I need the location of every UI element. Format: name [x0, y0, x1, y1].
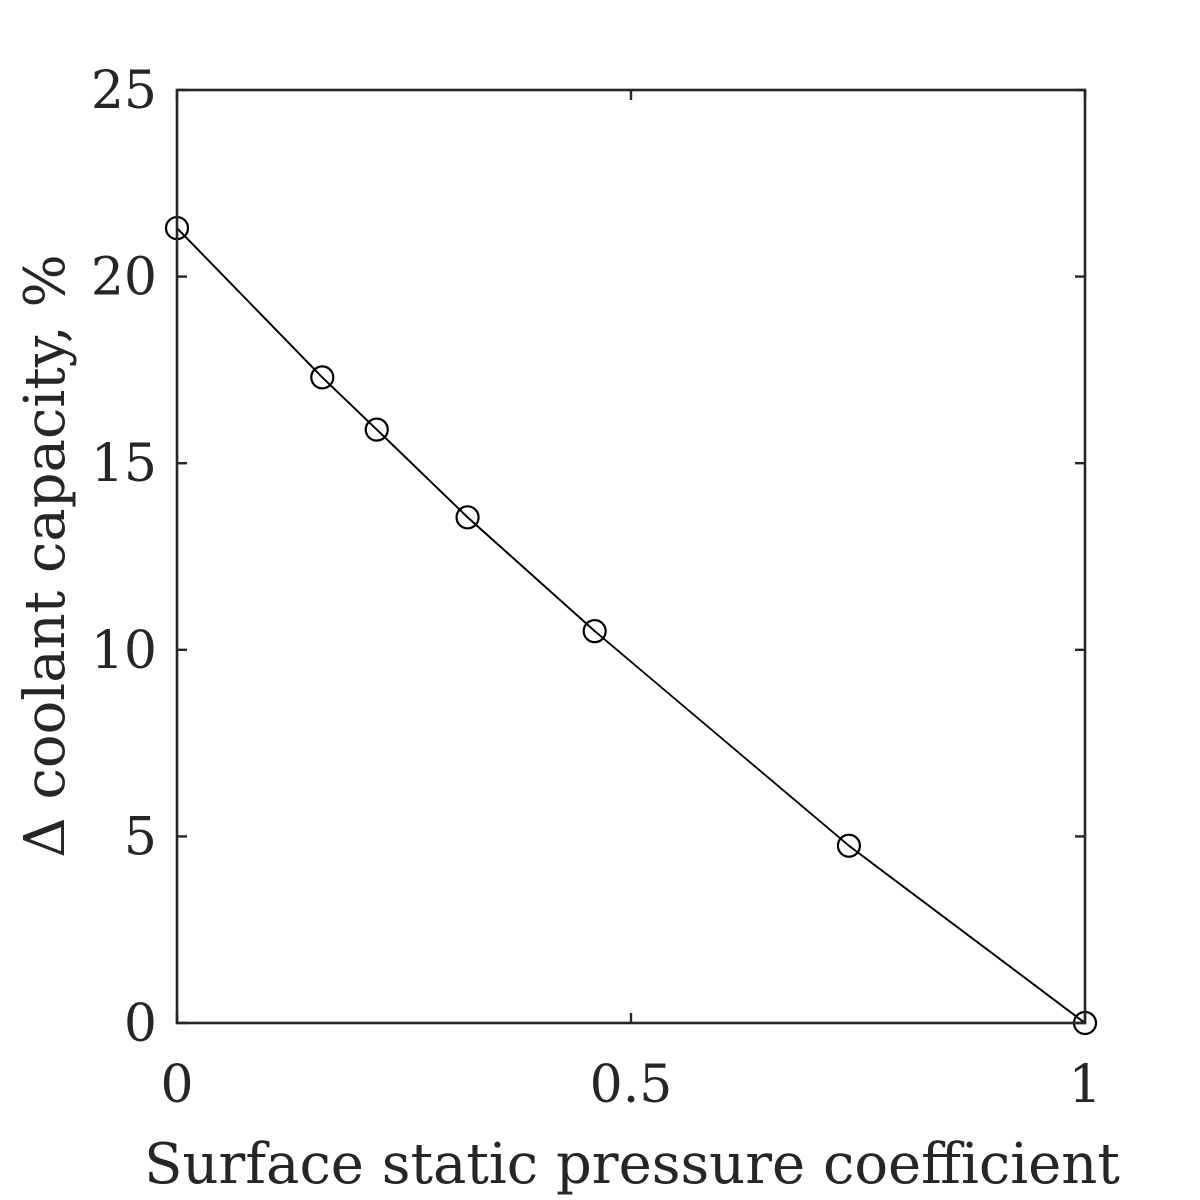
x-tick-label: 0.5: [590, 1055, 673, 1115]
data-point: [455, 505, 480, 530]
data-point: [836, 833, 862, 858]
plot-frame: [175, 88, 1087, 1025]
plot-area: [177, 90, 1085, 1023]
y-tick-label: 5: [124, 807, 157, 867]
data-point: [310, 365, 335, 390]
y-tick-label: 10: [91, 621, 157, 681]
y-tick-label: 15: [91, 434, 157, 494]
y-tick-label: 20: [91, 248, 157, 308]
x-tick-label: 0: [160, 1055, 193, 1115]
y-axis-label: Δ coolant capacity, %: [13, 254, 78, 857]
x-tick-label: 1: [1068, 1055, 1101, 1115]
series-line-3: [848, 844, 1086, 1024]
y-tick-label: 25: [91, 61, 157, 121]
data-point: [582, 619, 607, 644]
y-tick-label: 0: [124, 994, 157, 1054]
series-lines: [176, 227, 1086, 1024]
data-point: [364, 417, 389, 442]
x-axis-label: Surface static pressure coefficient: [144, 1132, 1120, 1197]
